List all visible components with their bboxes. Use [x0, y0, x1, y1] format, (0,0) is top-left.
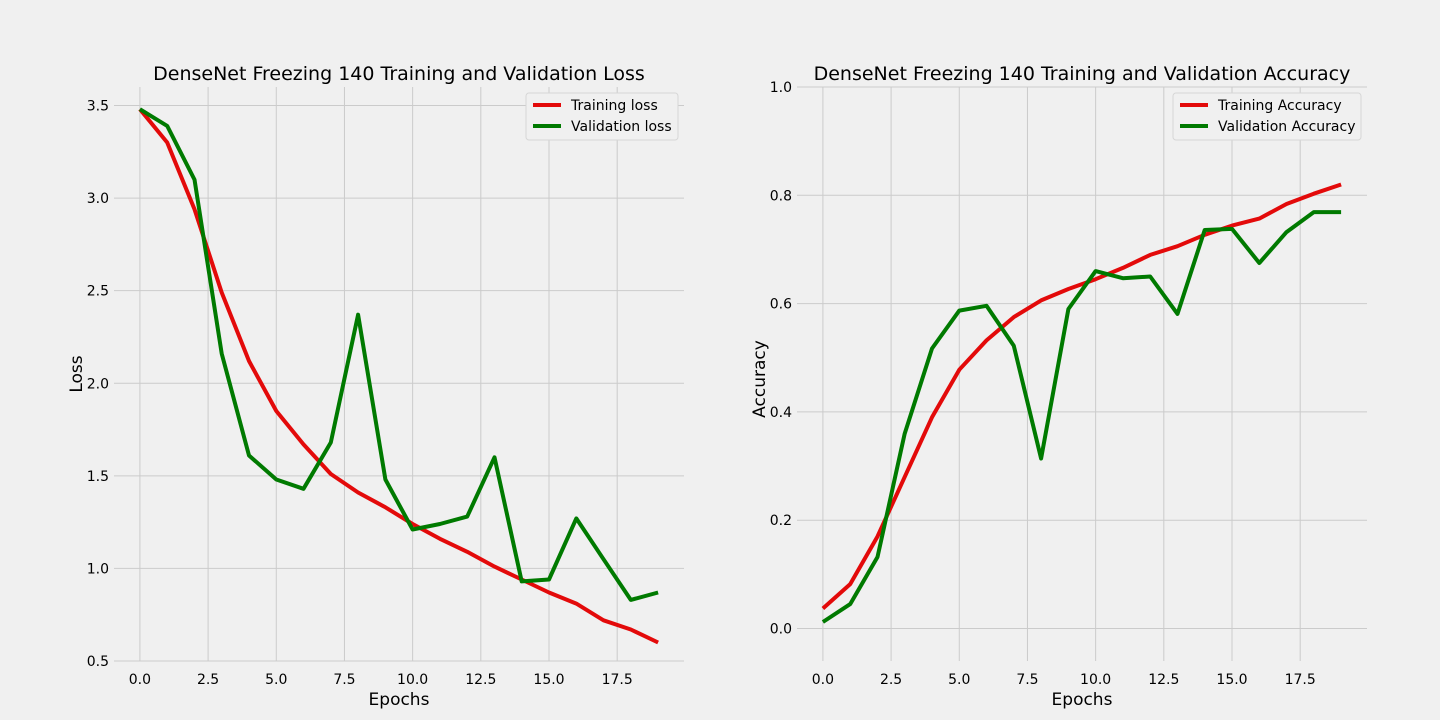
accuracy-y-tick-label: 0.4 — [770, 405, 792, 421]
loss-x-ticks: 0.0 2.5 5.0 7.5 10.0 12.5 15.0 17.5 — [129, 672, 633, 688]
loss-x-tick-label: 17.5 — [602, 672, 633, 688]
accuracy-x-ticks: 0.0 2.5 5.0 7.5 10.0 12.5 15.0 17.5 — [812, 672, 1316, 688]
accuracy-x-tick-label: 5.0 — [948, 672, 970, 688]
loss-x-tick-label: 5.0 — [265, 672, 287, 688]
accuracy-y-ticks: 0.0 0.2 0.4 0.6 0.8 1.0 — [770, 80, 792, 638]
loss-series-line-training — [138, 107, 659, 645]
loss-y-tick-label: 2.5 — [87, 284, 109, 300]
accuracy-legend-box — [1172, 92, 1362, 141]
loss-grid — [114, 87, 684, 662]
accuracy-y-tick-label: 0.8 — [770, 188, 792, 204]
accuracy-x-axis-label: Epochs — [1052, 690, 1113, 710]
loss-series — [138, 107, 659, 645]
loss-x-tick-label: 12.5 — [465, 672, 496, 688]
loss-y-tick-label: 1.0 — [87, 561, 109, 577]
accuracy-y-axis-label: Accuracy — [750, 340, 770, 418]
accuracy-chart-title: DenseNet Freezing 140 Training and Valid… — [814, 63, 1351, 85]
loss-y-tick-label: 3.5 — [87, 99, 109, 115]
accuracy-x-tick-label: 12.5 — [1148, 672, 1179, 688]
loss-y-ticks: 0.5 1.0 1.5 2.0 2.5 3.0 3.5 — [87, 99, 109, 670]
loss-chart: 0.0 2.5 5.0 7.5 10.0 12.5 15.0 17.5 0.5 1.0 1.5 2.… — [67, 63, 684, 710]
accuracy-series-line-validation — [821, 210, 1342, 624]
loss-x-tick-label: 10.0 — [397, 672, 428, 688]
loss-y-tick-label: 0.5 — [87, 654, 109, 670]
accuracy-y-tick-label: 0.0 — [770, 622, 792, 638]
accuracy-chart: 0.0 2.5 5.0 7.5 10.0 12.5 15.0 17.5 0.00.20.40.… — [750, 63, 1367, 710]
loss-y-tick-label: 1.5 — [87, 469, 109, 485]
loss-x-tick-label: 7.5 — [333, 672, 355, 688]
loss-y-axis-label: Loss — [67, 355, 87, 392]
accuracy-legend-label: Training Accuracy — [1217, 98, 1342, 114]
loss-y-tick-label: 3.0 — [87, 191, 109, 207]
accuracy-series — [821, 182, 1342, 624]
accuracy-legend-label: Validation Accuracy — [1218, 119, 1356, 135]
loss-legend-box — [525, 92, 679, 141]
loss-x-tick-label: 2.5 — [197, 672, 219, 688]
accuracy-series-line-training — [821, 182, 1342, 610]
loss-series-line-validation — [138, 107, 659, 602]
loss-legend-label: Training loss — [570, 98, 658, 114]
loss-x-tick-label: 0.0 — [129, 672, 151, 688]
accuracy-y-tick-label: 0.2 — [770, 513, 792, 529]
accuracy-x-tick-label: 0.0 — [812, 672, 834, 688]
loss-x-axis-label: Epochs — [369, 690, 430, 710]
accuracy-grid — [797, 86, 1367, 661]
accuracy-x-tick-label: 15.0 — [1216, 672, 1247, 688]
loss-x-tick-label: 15.0 — [533, 672, 564, 688]
accuracy-legend: Training Accuracy Validation Accuracy — [1172, 92, 1362, 141]
accuracy-x-tick-label: 7.5 — [1016, 672, 1038, 688]
accuracy-x-tick-label: 10.0 — [1080, 672, 1111, 688]
accuracy-y-tick-label: 0.6 — [770, 297, 792, 313]
loss-chart-title: DenseNet Freezing 140 Training and Valid… — [153, 63, 645, 85]
loss-legend: Training loss Validation loss — [525, 92, 679, 141]
accuracy-x-tick-label: 2.5 — [880, 672, 902, 688]
accuracy-x-tick-label: 17.5 — [1285, 672, 1316, 688]
accuracy-y-tick-label: 1.0 — [770, 80, 792, 96]
loss-legend-label: Validation loss — [571, 119, 672, 135]
loss-y-tick-label: 2.0 — [87, 376, 109, 392]
